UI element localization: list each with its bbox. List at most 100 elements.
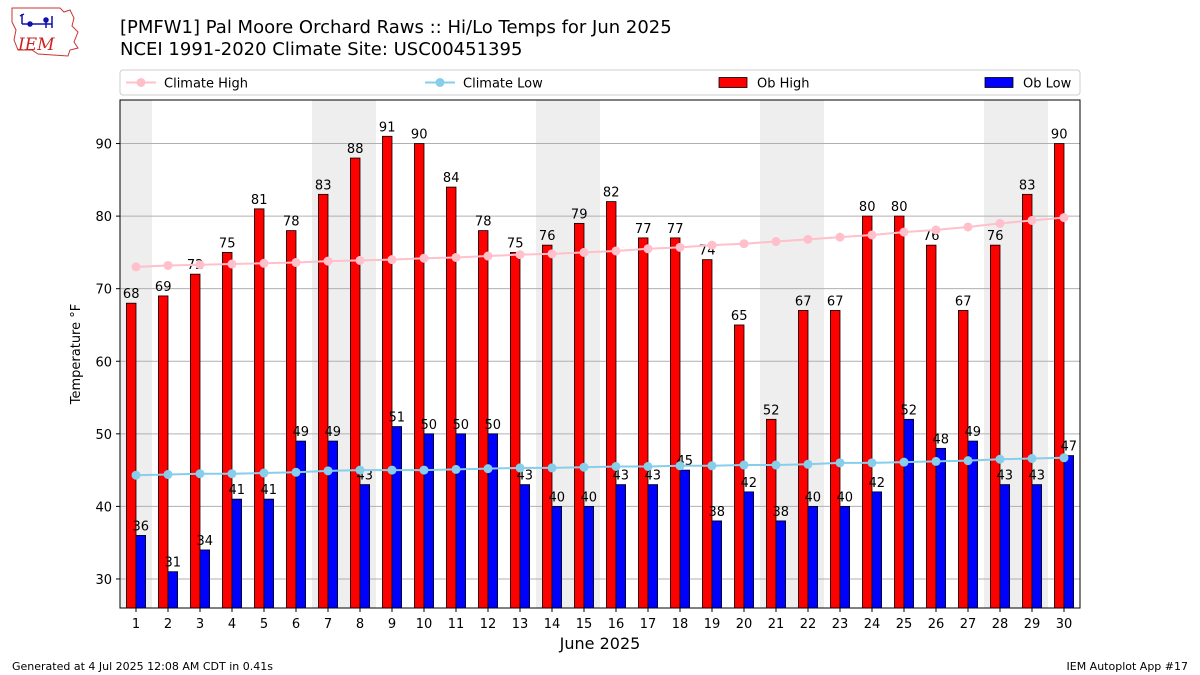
ob-low-bar [1063, 455, 1075, 609]
ob-low-label: 50 [485, 418, 502, 433]
ob-high-label: 78 [283, 215, 300, 230]
ob-high-label: 65 [731, 309, 748, 324]
x-tick-label: 21 [768, 617, 785, 632]
x-tick-label: 20 [736, 617, 753, 632]
x-tick-label: 17 [640, 617, 657, 632]
ob-low-bar [999, 484, 1011, 609]
ob-low-label: 48 [933, 432, 950, 447]
chart-subtitle: NCEI 1991-2020 Climate Site: USC00451395 [120, 39, 523, 60]
climate-high-point [835, 232, 845, 242]
ob-high-bar [413, 143, 425, 609]
ob-low-bar [263, 498, 275, 609]
ob-high-label: 82 [603, 186, 620, 201]
ob-high-bar [862, 215, 873, 609]
ob-high-label: 67 [795, 294, 812, 309]
ob-low-label: 36 [133, 519, 150, 534]
x-tick-label: 25 [896, 617, 913, 632]
climate-low-point [931, 456, 941, 466]
ob-low-label: 40 [837, 490, 854, 505]
ob-low-label: 42 [869, 476, 886, 491]
ob-low-label: 50 [453, 418, 470, 433]
legend-marker [435, 78, 445, 87]
x-tick-label: 5 [260, 617, 268, 632]
ob-low-bar [455, 433, 467, 609]
climate-high-point [515, 250, 525, 260]
climate-low-point [195, 469, 205, 479]
climate-low-point [131, 470, 141, 480]
ob-high-label: 80 [891, 200, 908, 215]
x-tick-label: 27 [960, 617, 977, 632]
y-tick-label: 60 [95, 355, 112, 370]
ob-low-label: 49 [965, 425, 982, 440]
ob-high-bar [702, 259, 713, 609]
x-tick-label: 2 [164, 617, 172, 632]
climate-low-point [579, 462, 589, 472]
ob-high-label: 52 [763, 403, 780, 418]
ob-low-label: 42 [741, 476, 758, 491]
climate-low-point [995, 454, 1005, 464]
ob-low-label: 43 [613, 469, 630, 484]
ob-high-bar [253, 208, 265, 609]
x-tick-label: 26 [928, 617, 945, 632]
ob-high-label: 83 [315, 178, 332, 193]
x-tick-label: 23 [832, 617, 849, 632]
y-tick-label: 90 [95, 138, 112, 153]
ob-low-label: 49 [325, 425, 342, 440]
x-axis-label: June 2025 [559, 634, 641, 653]
ob-high-bar [189, 273, 201, 609]
climate-high-point [323, 256, 333, 266]
climate-low-point [963, 456, 973, 466]
ob-low-bar [359, 484, 371, 609]
climate-low-point [227, 469, 237, 479]
ob-low-label: 41 [261, 483, 278, 498]
legend-label: Ob High [757, 77, 810, 92]
climate-low-point [771, 460, 781, 470]
climate-low-point [451, 464, 461, 474]
y-tick-label: 80 [95, 210, 112, 225]
x-tick-label: 6 [292, 617, 300, 632]
ob-high-bar [381, 135, 393, 609]
climate-low-point [259, 468, 269, 478]
climate-low-point [739, 460, 749, 470]
ob-low-bar [743, 491, 755, 609]
ob-high-label: 88 [347, 142, 364, 157]
climate-low-point [675, 461, 685, 471]
climate-high-point [963, 222, 973, 232]
climate-low-point [547, 463, 557, 473]
ob-high-bar [1054, 143, 1065, 609]
ob-high-label: 80 [859, 200, 876, 215]
climate-high-point [227, 259, 237, 269]
climate-high-point [387, 255, 397, 265]
ob-high-bar [285, 230, 297, 609]
climate-low-point [643, 461, 653, 471]
ob-high-bar [221, 251, 233, 609]
y-tick-label: 50 [95, 428, 112, 443]
legend-bar-swatch [984, 77, 1014, 88]
climate-high-point [675, 242, 685, 252]
climate-high-point [451, 252, 461, 262]
climate-high-point [643, 244, 653, 254]
ob-high-bar [574, 222, 585, 609]
ob-low-label: 43 [1029, 469, 1046, 484]
climate-high-point [163, 260, 173, 270]
x-tick-label: 9 [388, 617, 396, 632]
ob-low-bar [583, 505, 595, 609]
ob-high-label: 68 [123, 287, 140, 302]
ob-low-bar [519, 484, 531, 609]
climate-high-point [995, 218, 1005, 228]
climate-high-point [195, 260, 205, 270]
ob-high-label: 81 [251, 193, 268, 208]
ob-high-bar [606, 201, 617, 609]
chart-title: [PMFW1] Pal Moore Orchard Raws :: Hi/Lo … [120, 17, 672, 38]
ob-high-bar [126, 302, 137, 609]
ob-high-bar [445, 186, 457, 609]
ob-high-bar [798, 310, 809, 609]
x-tick-label: 28 [992, 617, 1009, 632]
climate-low-point [419, 465, 429, 475]
climate-high-point [931, 225, 941, 235]
x-tick-label: 22 [800, 617, 817, 632]
climate-low-point [163, 469, 173, 479]
ob-high-bar [317, 193, 329, 609]
ob-low-bar [839, 505, 851, 609]
ob-high-label: 75 [219, 236, 236, 251]
